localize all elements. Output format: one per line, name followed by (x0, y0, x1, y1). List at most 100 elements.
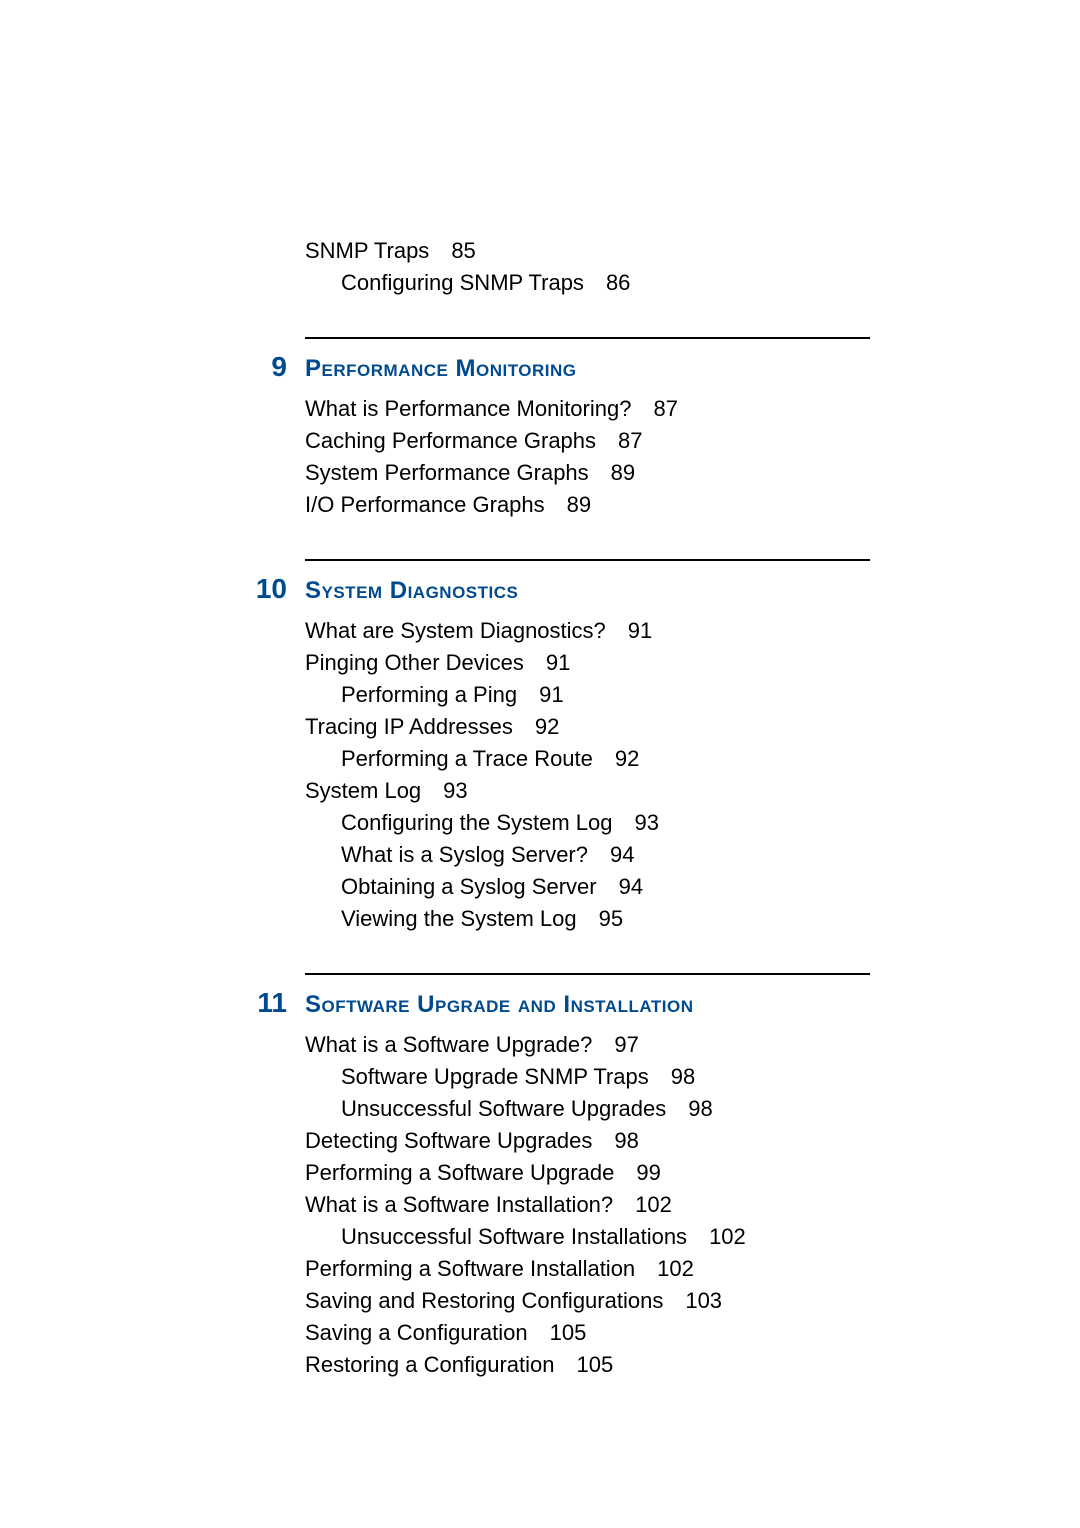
chapter-entries: What are System Diagnostics?91Pinging Ot… (305, 615, 1080, 935)
toc-entry-text: Configuring the System Log (341, 810, 613, 835)
toc-entry-page: 98 (649, 1064, 695, 1089)
toc-entry[interactable]: Saving and Restoring Configurations103 (305, 1285, 1080, 1317)
chapter-title: Performance Monitoring (305, 355, 577, 383)
toc-entry-text: Performing a Ping (341, 682, 517, 707)
toc-page: SNMP Traps85Configuring SNMP Traps86 9Pe… (0, 0, 1080, 1528)
section-rule (305, 337, 870, 339)
section-rule (305, 973, 870, 975)
toc-entry[interactable]: Detecting Software Upgrades98 (305, 1125, 1080, 1157)
toc-entry-text: Viewing the System Log (341, 906, 577, 931)
toc-entry[interactable]: System Performance Graphs89 (305, 457, 1080, 489)
toc-entry[interactable]: Saving a Configuration105 (305, 1317, 1080, 1349)
chapter-title: System Diagnostics (305, 577, 518, 605)
toc-entry[interactable]: Obtaining a Syslog Server94 (305, 871, 1080, 903)
toc-entry-page: 99 (614, 1160, 660, 1185)
toc-entry-page: 94 (597, 874, 643, 899)
toc-entry-text: What is Performance Monitoring? (305, 396, 631, 421)
toc-entry[interactable]: Caching Performance Graphs87 (305, 425, 1080, 457)
toc-entry-page: 98 (666, 1096, 712, 1121)
chapter-number: 9 (250, 351, 305, 383)
toc-entry[interactable]: Performing a Software Installation102 (305, 1253, 1080, 1285)
toc-entry-page: 91 (524, 650, 570, 675)
toc-entry[interactable]: SNMP Traps85 (305, 235, 1080, 267)
toc-entry[interactable]: Tracing IP Addresses92 (305, 711, 1080, 743)
toc-entry[interactable]: What is Performance Monitoring?87 (305, 393, 1080, 425)
toc-entry-text: What are System Diagnostics? (305, 618, 606, 643)
chapter-list: 9Performance Monitoring What is Performan… (305, 337, 1080, 1381)
toc-entry-page: 86 (584, 270, 630, 295)
toc-entry[interactable]: I/O Performance Graphs89 (305, 489, 1080, 521)
toc-entry-page: 85 (429, 238, 475, 263)
toc-entry-text: I/O Performance Graphs (305, 492, 545, 517)
toc-entry-text: Detecting Software Upgrades (305, 1128, 592, 1153)
toc-entry[interactable]: System Log93 (305, 775, 1080, 807)
toc-entry-text: Saving a Configuration (305, 1320, 528, 1345)
toc-entry[interactable]: Unsuccessful Software Upgrades98 (305, 1093, 1080, 1125)
toc-entry-page: 89 (545, 492, 591, 517)
toc-entry[interactable]: Configuring SNMP Traps86 (305, 267, 1080, 299)
toc-entry-text: Saving and Restoring Configurations (305, 1288, 663, 1313)
chapter-heading[interactable]: 10System Diagnostics (305, 573, 1080, 605)
toc-entry-text: Configuring SNMP Traps (341, 270, 584, 295)
chapter-entries: What is Performance Monitoring?87Caching… (305, 393, 1080, 521)
toc-entry-text: System Performance Graphs (305, 460, 589, 485)
toc-entry[interactable]: What are System Diagnostics?91 (305, 615, 1080, 647)
toc-entry[interactable]: Unsuccessful Software Installations102 (305, 1221, 1080, 1253)
toc-entry-page: 91 (606, 618, 652, 643)
toc-entry-text: What is a Software Upgrade? (305, 1032, 592, 1057)
toc-entry-page: 97 (592, 1032, 638, 1057)
toc-entry[interactable]: Performing a Ping91 (305, 679, 1080, 711)
toc-entry-page: 87 (596, 428, 642, 453)
chapter-section: 10System Diagnostics What are System Diag… (305, 559, 1080, 935)
toc-entry-text: Obtaining a Syslog Server (341, 874, 597, 899)
toc-entry-page: 98 (592, 1128, 638, 1153)
toc-entry-text: Restoring a Configuration (305, 1352, 554, 1377)
toc-entry[interactable]: Restoring a Configuration105 (305, 1349, 1080, 1381)
chapter-section: 11Software Upgrade and Installation What … (305, 973, 1080, 1381)
toc-entry-text: Caching Performance Graphs (305, 428, 596, 453)
toc-entry[interactable]: Viewing the System Log95 (305, 903, 1080, 935)
toc-entry-text: Performing a Trace Route (341, 746, 593, 771)
chapter-heading[interactable]: 9Performance Monitoring (305, 351, 1080, 383)
toc-entry-text: What is a Software Installation? (305, 1192, 613, 1217)
toc-entry-page: 89 (589, 460, 635, 485)
toc-entry-page: 95 (577, 906, 623, 931)
toc-entry-page: 103 (663, 1288, 722, 1313)
toc-entry[interactable]: What is a Software Installation?102 (305, 1189, 1080, 1221)
chapter-title: Software Upgrade and Installation (305, 991, 693, 1019)
toc-entry-text: Tracing IP Addresses (305, 714, 513, 739)
toc-entry-text: Pinging Other Devices (305, 650, 524, 675)
chapter-heading[interactable]: 11Software Upgrade and Installation (305, 987, 1080, 1019)
toc-entry-page: 105 (528, 1320, 587, 1345)
toc-entry[interactable]: Configuring the System Log93 (305, 807, 1080, 839)
toc-entry[interactable]: Software Upgrade SNMP Traps98 (305, 1061, 1080, 1093)
toc-entry-text: What is a Syslog Server? (341, 842, 588, 867)
toc-entry-text: System Log (305, 778, 421, 803)
toc-entry[interactable]: What is a Software Upgrade?97 (305, 1029, 1080, 1061)
toc-entry-page: 93 (613, 810, 659, 835)
toc-entry-page: 92 (593, 746, 639, 771)
toc-entry-text: Unsuccessful Software Installations (341, 1224, 687, 1249)
toc-entry[interactable]: Performing a Software Upgrade99 (305, 1157, 1080, 1189)
toc-entry-page: 94 (588, 842, 634, 867)
toc-entry[interactable]: Pinging Other Devices91 (305, 647, 1080, 679)
toc-entry[interactable]: What is a Syslog Server?94 (305, 839, 1080, 871)
chapter-number: 11 (250, 987, 305, 1019)
toc-entry-page: 91 (517, 682, 563, 707)
toc-entry-page: 105 (554, 1352, 613, 1377)
toc-entry-text: Performing a Software Upgrade (305, 1160, 614, 1185)
pre-section-entries: SNMP Traps85Configuring SNMP Traps86 (305, 235, 1080, 299)
toc-entry-text: Unsuccessful Software Upgrades (341, 1096, 666, 1121)
toc-entry-page: 87 (631, 396, 677, 421)
toc-entry-page: 102 (635, 1256, 694, 1281)
toc-entry[interactable]: Performing a Trace Route92 (305, 743, 1080, 775)
toc-entry-text: SNMP Traps (305, 238, 429, 263)
toc-entry-text: Software Upgrade SNMP Traps (341, 1064, 649, 1089)
toc-entry-page: 93 (421, 778, 467, 803)
section-rule (305, 559, 870, 561)
chapter-section: 9Performance Monitoring What is Performan… (305, 337, 1080, 521)
toc-entry-page: 92 (513, 714, 559, 739)
toc-entry-page: 102 (687, 1224, 746, 1249)
toc-entry-text: Performing a Software Installation (305, 1256, 635, 1281)
chapter-entries: What is a Software Upgrade?97Software Up… (305, 1029, 1080, 1381)
